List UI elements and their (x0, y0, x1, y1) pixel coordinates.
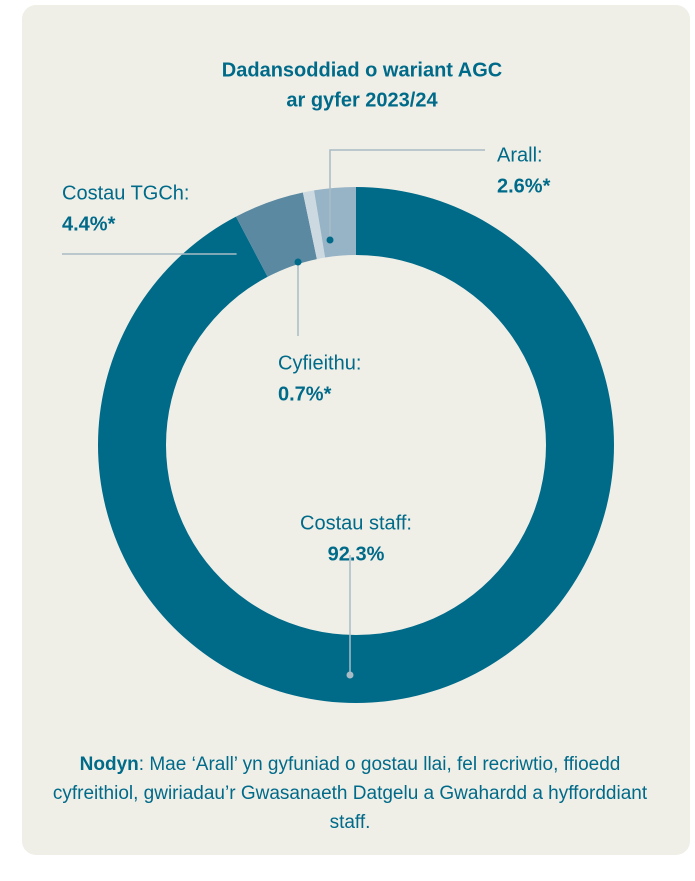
note: Nodyn: Mae ‘Arall’ yn gyfuniad o gostau … (40, 750, 660, 837)
value-label: 92.3% (328, 543, 385, 565)
leader-dot (236, 250, 244, 258)
donut-segment (314, 187, 356, 258)
category-label: Costau TGCh: (62, 182, 189, 204)
value-label: 0.7%* (278, 383, 332, 405)
category-label: Cyfieithu: (278, 352, 361, 374)
chart-title: Dadansoddiad o wariant AGC (222, 59, 502, 81)
category-label: Arall: (497, 144, 543, 166)
leader-dot (346, 671, 354, 679)
value-label: 2.6%* (497, 175, 551, 197)
donut-segment (235, 192, 317, 277)
note-text: : Mae ‘Arall’ yn gyfuniad o gostau llai,… (52, 754, 648, 833)
leader-dot (326, 236, 334, 244)
note-label: Nodyn (79, 754, 139, 775)
value-label: 4.4%* (62, 213, 116, 235)
category-label: Costau staff: (300, 512, 412, 534)
donut-segment (97, 187, 614, 703)
leader-dot (294, 258, 302, 266)
donut-segment (302, 190, 326, 260)
chart-title: ar gyfer 2023/24 (286, 89, 438, 111)
leader-line (329, 149, 485, 240)
